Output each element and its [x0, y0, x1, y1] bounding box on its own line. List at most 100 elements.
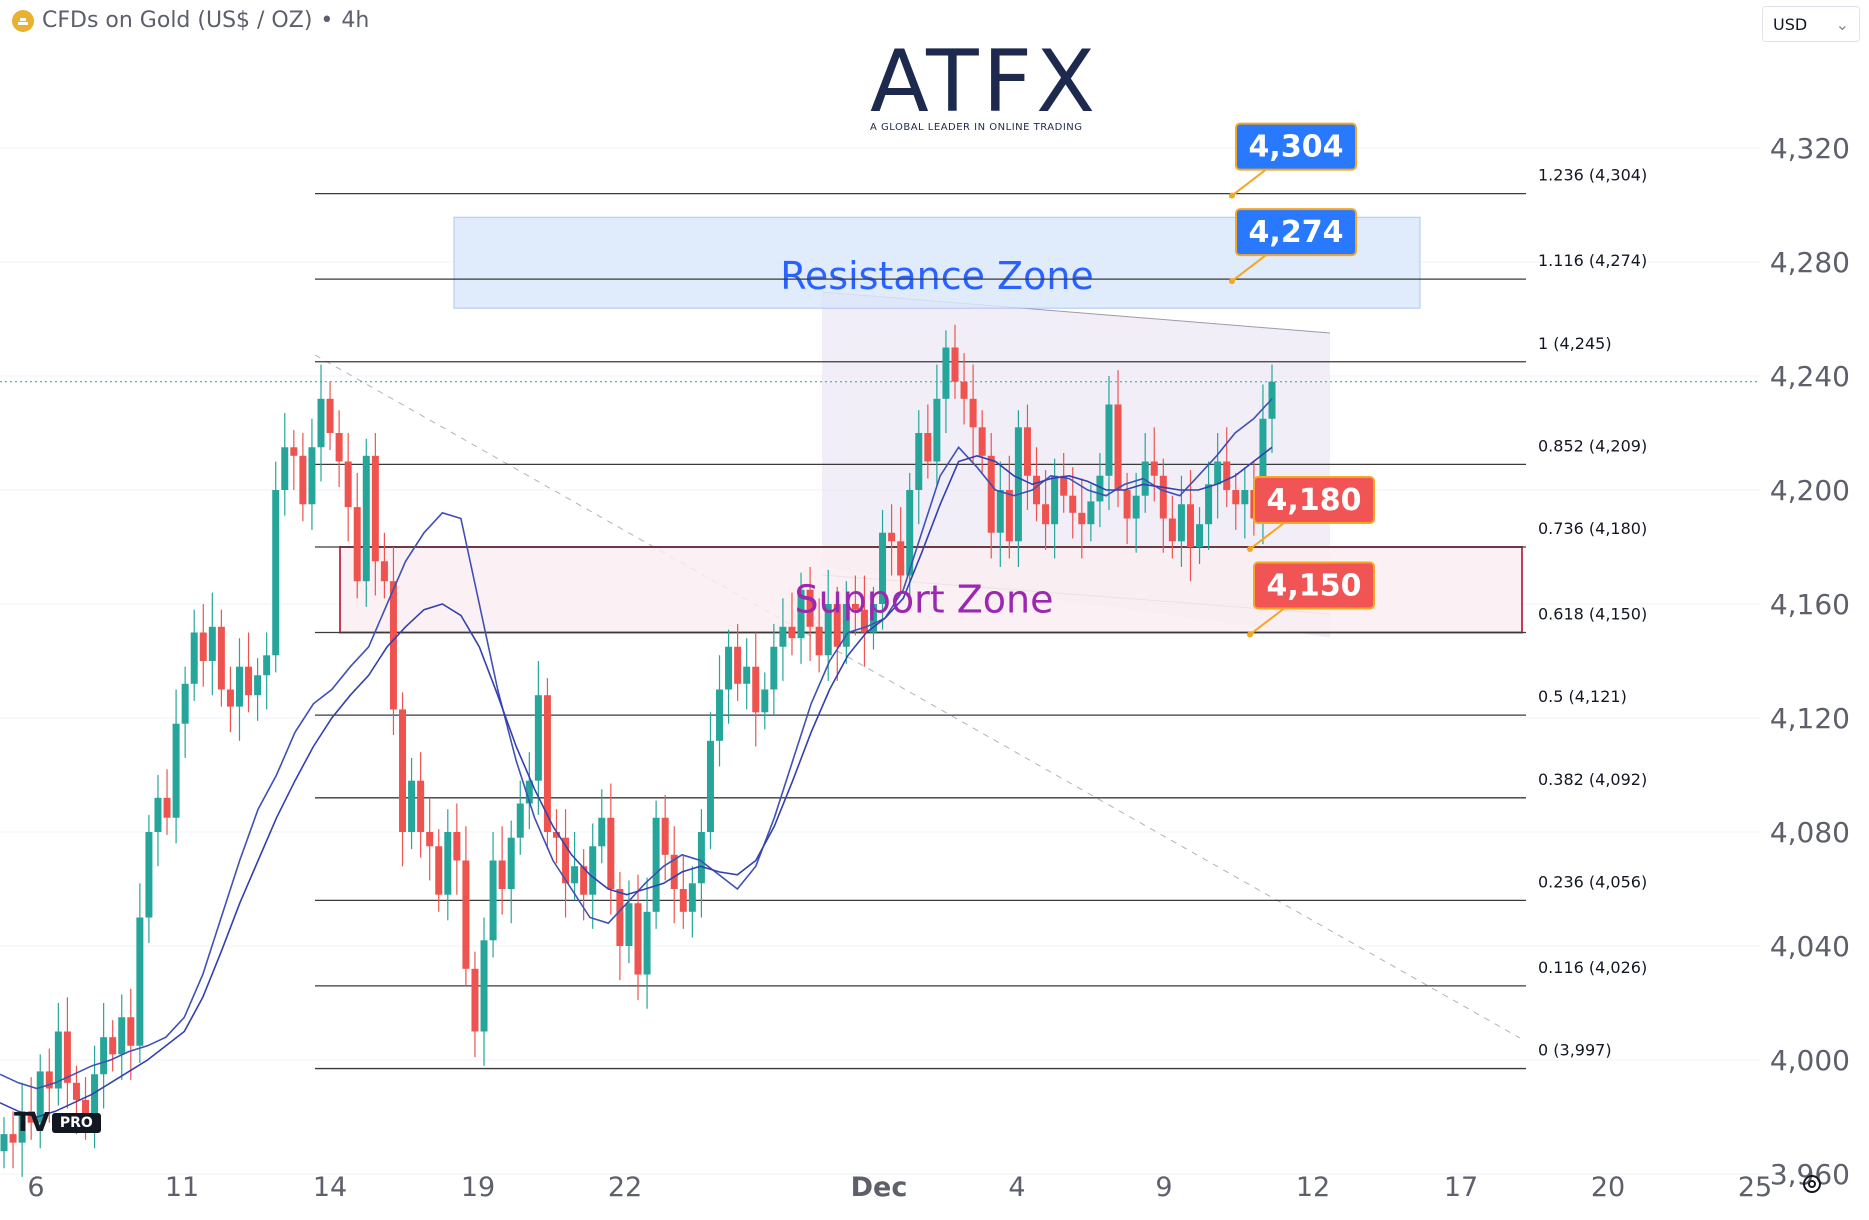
candle-body	[978, 427, 986, 456]
candle-body	[163, 797, 171, 818]
candle-body	[1069, 495, 1077, 513]
candle-body	[1132, 495, 1140, 519]
candle-body	[389, 581, 397, 710]
fib-level-label: 0.236 (4,056)	[1538, 872, 1647, 891]
logo-tagline: A GLOBAL LEADER IN ONLINE TRADING	[870, 122, 1083, 133]
candle-body	[154, 797, 162, 832]
candle-body	[299, 455, 307, 505]
price-tag-box	[1235, 122, 1357, 171]
candle-body	[353, 507, 361, 582]
candle-body	[697, 832, 705, 884]
candle-body	[362, 455, 370, 582]
candle-body	[498, 860, 506, 889]
candle-body	[879, 532, 887, 604]
candle-body	[1114, 404, 1122, 490]
y-tick-label: 4,200	[1770, 474, 1850, 507]
candle-body	[516, 803, 524, 838]
fib-level-label: 0.5 (4,121)	[1538, 687, 1627, 706]
candle-body	[752, 666, 760, 713]
price-tag-label: 4,150	[1267, 569, 1362, 604]
candle-body	[987, 455, 995, 533]
candle-body	[272, 490, 280, 656]
price-tag-pointer	[1249, 607, 1285, 636]
candle-body	[344, 461, 352, 508]
candle-body	[951, 347, 959, 382]
currency-selector[interactable]: USD ⌄	[1762, 6, 1860, 42]
candle-body	[788, 626, 796, 639]
candle-body	[1087, 501, 1095, 525]
candle-body	[1105, 404, 1113, 476]
fib-trend-line	[314, 354, 1521, 1039]
candle-body	[851, 604, 859, 610]
candle-body	[833, 604, 841, 647]
candle-body	[145, 832, 153, 918]
y-tick-label: 4,240	[1770, 360, 1850, 393]
candle-body	[860, 609, 868, 633]
candle-body	[1268, 381, 1276, 419]
candle-body	[263, 655, 271, 676]
candle-body	[779, 626, 787, 647]
candle-body	[589, 846, 597, 895]
candle-body	[1196, 524, 1204, 547]
candle-body	[652, 817, 660, 912]
candle-body	[607, 817, 615, 889]
symbol-name: CFDs on Gold (US$ / OZ)	[42, 8, 313, 33]
x-tick-label: 20	[1591, 1172, 1625, 1203]
candle-body	[1042, 504, 1050, 525]
price-tag-label: 4,274	[1249, 215, 1344, 250]
candle-body	[326, 398, 334, 433]
candle-body	[417, 780, 425, 832]
candle-body	[562, 837, 570, 884]
separator-dot: •	[320, 8, 334, 33]
candle-body	[100, 1037, 108, 1075]
x-tick-label: 12	[1296, 1172, 1330, 1203]
candle-body	[643, 911, 651, 975]
candle-body	[679, 889, 687, 912]
candle-body	[743, 666, 751, 684]
candle-body	[18, 1111, 26, 1143]
fib-level-label: 1.236 (4,304)	[1538, 166, 1647, 185]
price-tag-label: 4,180	[1267, 483, 1362, 518]
candle-body	[580, 866, 588, 895]
candle-body	[725, 646, 733, 690]
gear-icon[interactable]	[1800, 1172, 1824, 1196]
atfx-logo: ATFX A GLOBAL LEADER IN ONLINE TRADING	[870, 39, 1110, 133]
candle-body	[1214, 461, 1222, 485]
candle-body	[706, 740, 714, 832]
price-tag-box	[1253, 561, 1375, 610]
fib-level-label: 1.116 (4,274)	[1538, 251, 1647, 270]
gold-coin-icon	[12, 9, 34, 32]
price-tag-box	[1235, 208, 1357, 257]
candle-body	[254, 675, 262, 696]
candle-body	[435, 846, 443, 895]
candle-body	[453, 832, 461, 861]
candle-body	[54, 1031, 62, 1089]
candle-body	[36, 1071, 44, 1123]
x-tick-label: 4	[1008, 1172, 1025, 1203]
candle-body	[217, 626, 225, 690]
candle-body	[616, 889, 624, 946]
fib-level-label: 1 (4,245)	[1538, 334, 1612, 353]
x-tick-label: Dec	[851, 1172, 908, 1203]
candle-body	[897, 541, 905, 576]
candle-body	[380, 561, 388, 582]
x-tick-label: 22	[608, 1172, 642, 1203]
candle-body	[824, 604, 832, 656]
candle-body	[1060, 475, 1068, 496]
resistance-zone-label: Resistance Zone	[780, 254, 1094, 298]
support-zone-label: Support Zone	[794, 578, 1053, 622]
interval-label: 4h	[341, 8, 370, 33]
currency-label: USD	[1773, 14, 1808, 34]
candle-body	[1123, 490, 1131, 519]
candle-body	[770, 646, 778, 690]
symbol-header[interactable]: CFDs on Gold (US$ / OZ) • 4h	[12, 8, 369, 33]
x-tick-label: 25	[1738, 1172, 1772, 1203]
candle-body	[1096, 475, 1104, 502]
price-tag-anchor	[1247, 546, 1253, 552]
candle-body	[797, 589, 805, 639]
chevron-down-icon: ⌄	[1835, 14, 1849, 34]
candle-body	[408, 780, 416, 832]
tradingview-logo: TV PRO	[14, 1108, 101, 1138]
candle-body	[63, 1031, 71, 1083]
